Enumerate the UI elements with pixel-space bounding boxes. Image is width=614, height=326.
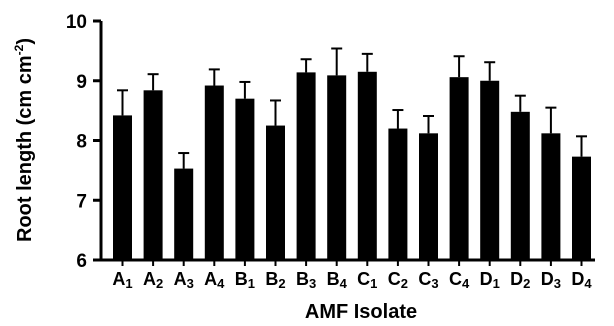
- x-tick-label: D1: [480, 269, 500, 291]
- bar: [204, 85, 224, 260]
- x-axis-title: AMF Isolate: [305, 301, 417, 323]
- y-axis-title-prefix: Root length (cm cm: [14, 55, 36, 242]
- error-bar: [423, 115, 434, 134]
- x-tick-label-subscript: 1: [370, 276, 377, 291]
- error-bar: [361, 52, 373, 72]
- x-tick-label-letter: B: [296, 269, 309, 289]
- bar: [572, 156, 591, 260]
- x-tick-label-letter: C: [418, 269, 431, 289]
- x-tick-label: C3: [418, 269, 438, 291]
- x-tick-label-letter: D: [541, 269, 554, 289]
- x-tick-label-letter: B: [327, 269, 340, 289]
- x-tick-label: A2: [143, 269, 163, 291]
- y-axis-title-superscript: -2: [12, 44, 26, 55]
- x-tick-label-subscript: 4: [217, 276, 225, 291]
- y-tick-label: 10: [66, 12, 87, 33]
- x-tick-label-letter: D: [571, 269, 584, 289]
- x-tick-label: A3: [174, 269, 194, 291]
- x-tick-label-letter: C: [449, 269, 462, 289]
- x-tick-label-letter: A: [143, 269, 156, 289]
- bars-group: [113, 71, 591, 260]
- y-axis: 6 7 8 9 10: [66, 12, 103, 272]
- x-tick-label-letter: B: [235, 269, 248, 289]
- x-tick-label-subscript: 2: [278, 276, 285, 291]
- y-tick-label: 9: [76, 72, 87, 93]
- x-tick-label-subscript: 2: [523, 276, 530, 291]
- x-tick-label-letter: D: [480, 269, 493, 289]
- x-tick-label: C2: [388, 269, 408, 291]
- x-tick-label-subscript: 1: [125, 276, 132, 291]
- x-tick-label: D3: [541, 269, 561, 291]
- error-bar: [178, 152, 190, 169]
- x-tick-label-letter: C: [357, 269, 370, 289]
- x-tick-label-subscript: 4: [340, 276, 348, 291]
- bar: [357, 71, 377, 260]
- error-bar: [331, 47, 343, 76]
- error-bar: [392, 109, 404, 129]
- x-tick-label: D4: [571, 269, 592, 291]
- x-tick-label-subscript: 1: [493, 276, 500, 291]
- x-tick-label-subscript: 3: [187, 276, 194, 291]
- x-axis: A1 A2 A3 A4 B1 B2 B3 B4 C1 C2 C3 C4 D1 D2 D3 D4: [99, 258, 595, 291]
- x-tick-label-subscript: 1: [248, 276, 255, 291]
- error-bar: [453, 55, 465, 78]
- error-bar: [300, 58, 312, 73]
- bar: [388, 128, 408, 260]
- bar: [419, 133, 438, 260]
- x-tick-label: B4: [327, 269, 348, 291]
- bar: [541, 133, 561, 260]
- x-tick-label-letter: B: [265, 269, 278, 289]
- y-axis-title-suffix: ): [14, 38, 36, 45]
- x-tick-label-subscript: 2: [156, 276, 163, 291]
- error-bar: [484, 61, 496, 81]
- error-bar: [545, 106, 557, 134]
- error-bar: [208, 68, 220, 86]
- error-bars-group: [117, 47, 587, 169]
- bar: [449, 77, 469, 260]
- error-bar: [270, 99, 281, 126]
- bar: [327, 75, 347, 260]
- bar: [235, 98, 255, 260]
- y-axis-title: Root length (cm cm-2): [12, 38, 36, 242]
- x-tick-label: A4: [204, 269, 225, 291]
- bar: [510, 111, 530, 260]
- x-tick-label-subscript: 4: [462, 276, 470, 291]
- y-tick-label: 8: [76, 132, 87, 153]
- x-tick-label-subscript: 3: [554, 276, 561, 291]
- y-tick-label: 7: [76, 191, 87, 212]
- x-tick-label: D2: [510, 269, 530, 291]
- x-tick-label-letter: A: [174, 269, 187, 289]
- error-bar: [147, 73, 159, 91]
- error-bar: [239, 80, 251, 99]
- x-tick-label: B1: [235, 269, 255, 291]
- error-bar: [117, 89, 128, 116]
- x-tick-label: A1: [112, 269, 132, 291]
- x-tick-label-letter: C: [388, 269, 401, 289]
- x-tick-label: B3: [296, 269, 316, 291]
- x-tick-label: C4: [449, 269, 470, 291]
- x-tick-label-letter: A: [204, 269, 217, 289]
- x-tick-label-subscript: 2: [401, 276, 408, 291]
- x-tick-label-letter: D: [510, 269, 523, 289]
- error-bar: [576, 135, 587, 157]
- x-tick-label-subscript: 3: [431, 276, 438, 291]
- error-bar: [514, 94, 526, 112]
- bar: [480, 80, 500, 260]
- x-tick-label-subscript: 4: [584, 276, 592, 291]
- y-tick-label: 6: [76, 251, 87, 272]
- bar: [174, 168, 194, 260]
- x-tick-label: C1: [357, 269, 377, 291]
- bar: [266, 125, 285, 260]
- bar: [113, 115, 132, 260]
- bar: [296, 72, 316, 260]
- x-tick-label-letter: A: [112, 269, 125, 289]
- bar: [143, 90, 163, 260]
- x-tick-label: B2: [265, 269, 285, 291]
- x-tick-label-subscript: 3: [309, 276, 316, 291]
